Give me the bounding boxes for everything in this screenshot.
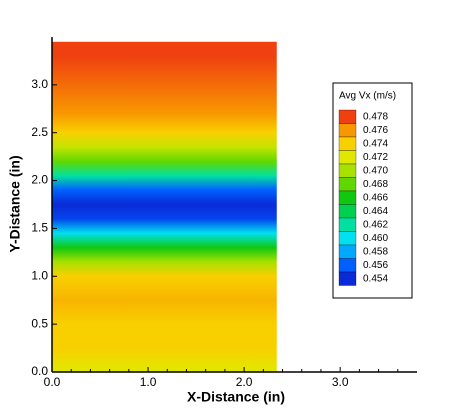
colorbar-label: 0.454 [363,273,388,284]
colorbar-label: 0.474 [363,138,388,149]
colorbar-swatch [338,217,357,232]
colorbar-label: 0.462 [363,219,388,230]
colorbar-label: 0.472 [363,152,388,163]
y-tick-label: 1.0 [31,268,48,282]
y-tick-label: 2.0 [31,173,48,187]
colorbar-swatch [338,231,357,246]
colorbar-label: 0.460 [363,233,388,244]
colorbar-label: 0.470 [363,165,388,176]
colorbar-swatch [338,123,357,138]
x-tick-label: 3.0 [332,375,349,389]
colorbar-swatch [338,177,357,192]
colorbar-label: 0.458 [363,246,388,257]
colorbar-label: 0.456 [363,260,388,271]
colorbar-swatch [338,136,357,151]
colorbar-swatch [338,244,357,259]
x-tick-label: 2.0 [236,375,253,389]
colorbar-swatch [338,204,357,219]
colorbar-label: 0.468 [363,179,388,190]
y-tick-label: 3.0 [31,77,48,91]
x-axis-label: X-Distance (in) [187,389,285,405]
colorbar-label: 0.478 [363,111,388,122]
y-tick-label: 1.5 [31,221,48,235]
colorbar-label: 0.464 [363,206,388,217]
colorbar-title: Avg Vx (m/s) [339,91,396,102]
colorbar-label: 0.466 [363,192,388,203]
colorbar-swatch [338,150,357,165]
y-tick-label: 0.0 [31,364,48,378]
x-tick-label: 0.0 [44,375,61,389]
colorbar-swatch [338,271,357,286]
heatmap-field [52,41,277,373]
colorbar-label: 0.476 [363,125,388,136]
colorbar-swatch [338,190,357,205]
colorbar-swatch [338,163,357,178]
y-tick-label: 2.5 [31,125,48,139]
y-tick-label: 0.5 [31,316,48,330]
y-axis-label: Y-Distance (in) [7,155,23,252]
x-tick-label: 1.0 [140,375,157,389]
colorbar-swatch [338,109,357,124]
colorbar-swatch [338,258,357,273]
